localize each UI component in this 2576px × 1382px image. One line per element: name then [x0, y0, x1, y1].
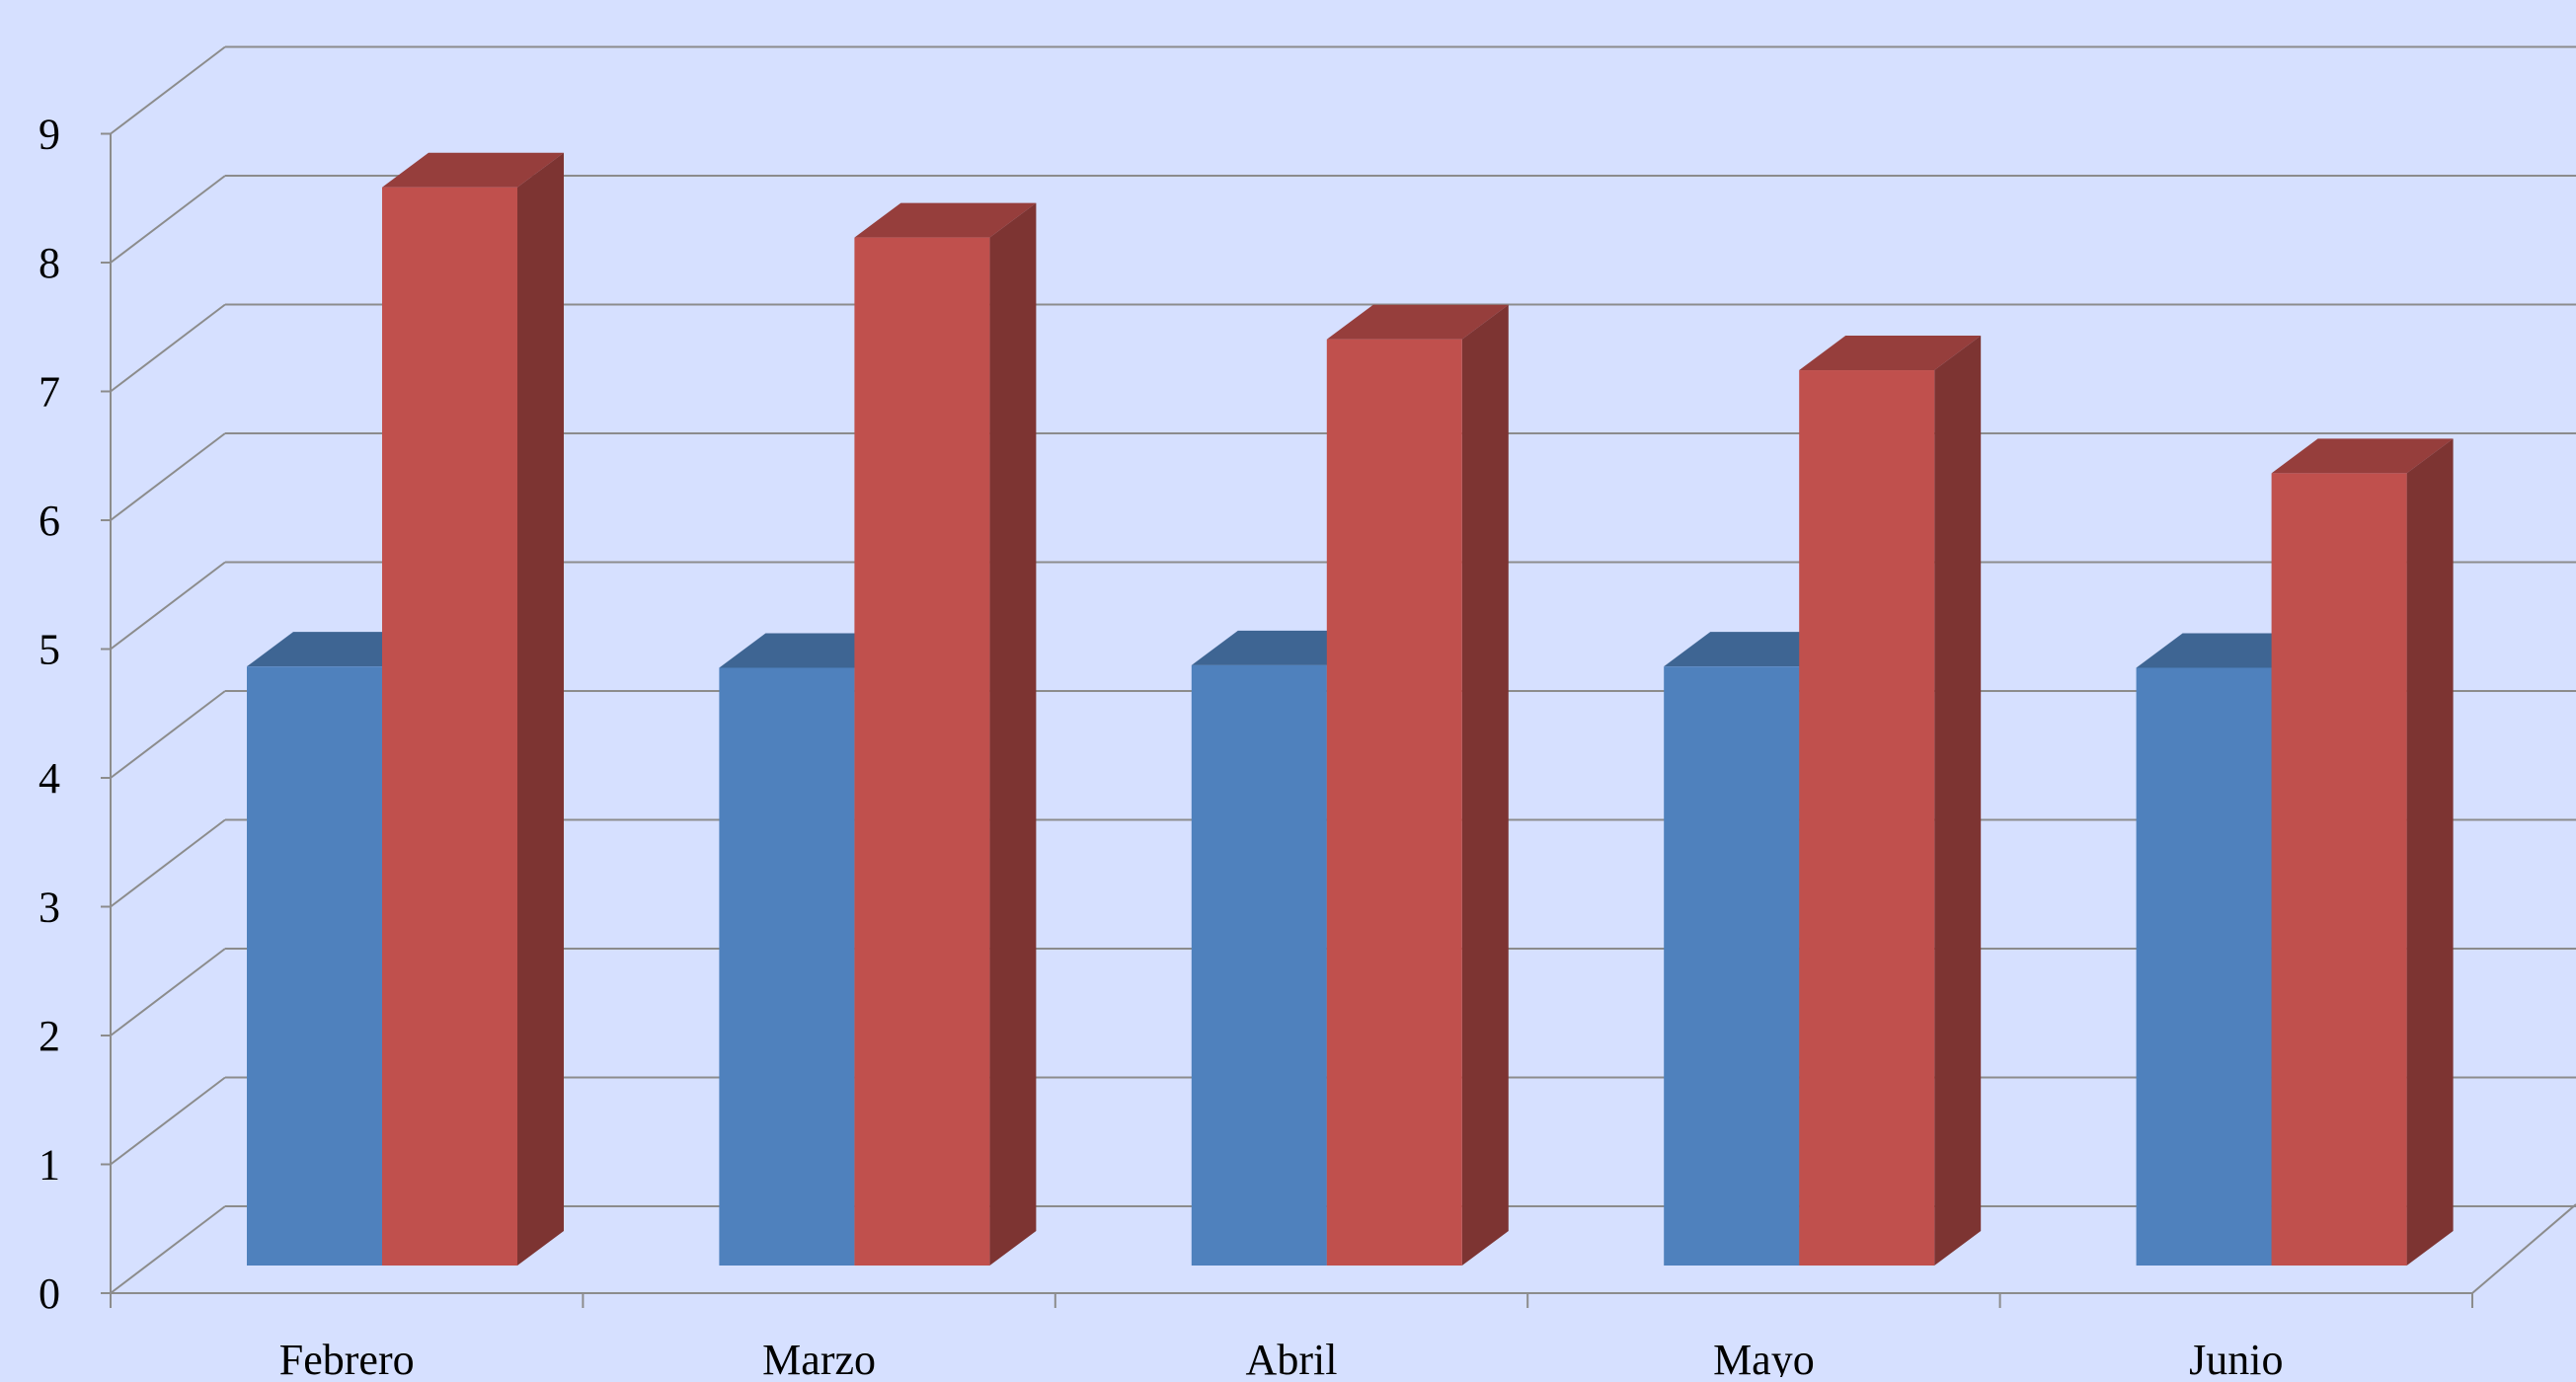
bar-side [2406, 438, 2454, 1266]
bar-abril-series-2 [1326, 304, 1509, 1267]
bar-front [1191, 664, 1327, 1266]
bar-front [2136, 667, 2272, 1266]
bar-front [1799, 370, 1935, 1266]
side-gridline [110, 818, 226, 908]
bar-top [854, 202, 1037, 238]
bar-side [1461, 304, 1509, 1267]
bars [247, 152, 2454, 1267]
side-gridline [110, 1205, 226, 1294]
bar-side [517, 152, 564, 1267]
bar-front [719, 667, 855, 1266]
y-tick-label: 4 [39, 754, 60, 803]
bar-junio-series-2 [2271, 438, 2454, 1266]
x-tick-label: Junio [2189, 1336, 2283, 1377]
bar-top [1799, 336, 1982, 371]
side-gridline [110, 175, 226, 264]
bar-front [1664, 666, 1800, 1266]
y-tick-label: 3 [39, 883, 60, 932]
bar-front [854, 237, 990, 1267]
x-tick-label: Marzo [762, 1336, 876, 1377]
side-gridline [110, 432, 226, 521]
side-gridline [110, 1076, 226, 1166]
bar-mayo-series-2 [1799, 336, 1982, 1266]
bar-top [382, 152, 564, 188]
bar-front [2271, 473, 2407, 1266]
y-tick-label: 9 [39, 111, 60, 159]
y-tick-label: 1 [39, 1141, 60, 1190]
y-tick-label: 0 [39, 1269, 60, 1318]
bar-front [382, 187, 517, 1267]
y-tick-label: 5 [39, 626, 60, 674]
axes [101, 132, 2576, 1308]
side-gridline [110, 303, 226, 393]
side-gridline [110, 45, 226, 135]
y-tick-label: 2 [39, 1012, 60, 1060]
bar-marzo-series-2 [854, 202, 1037, 1267]
axis-labels: 0 1 2 3 4 5 6 7 8 9 Febrero Marzo Abril Mayo Junio [39, 111, 2283, 1382]
side-gridline [110, 561, 226, 651]
x-tick-label: Mayo [1713, 1336, 1815, 1377]
bar-side [1934, 336, 1982, 1266]
y-tick-label: 6 [39, 497, 60, 545]
bar-top [1326, 304, 1509, 340]
bar-front [247, 666, 382, 1266]
floor-edge [2471, 1203, 2576, 1294]
bar-febrero-series-2 [382, 152, 564, 1267]
bar-front [1326, 339, 1462, 1267]
side-gridline [110, 948, 226, 1036]
side-gridline [110, 690, 226, 779]
y-tick-label: 7 [39, 368, 60, 417]
x-tick-label: Abril [1246, 1336, 1338, 1377]
bar-top [2271, 438, 2454, 474]
x-tick-label: Febrero [279, 1336, 415, 1377]
y-tick-label: 8 [39, 239, 60, 287]
bar-side [989, 202, 1037, 1267]
